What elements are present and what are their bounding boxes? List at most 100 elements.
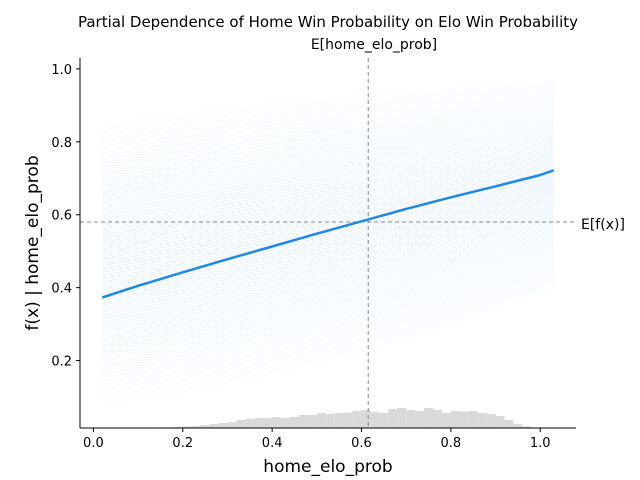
ice-line bbox=[102, 97, 554, 149]
ice-line bbox=[102, 258, 554, 367]
ice-line bbox=[102, 156, 554, 229]
ice-line bbox=[102, 208, 554, 299]
ice-line bbox=[102, 83, 554, 130]
histogram-bar bbox=[513, 424, 523, 428]
ice-line bbox=[102, 220, 554, 315]
ice-line bbox=[102, 222, 554, 318]
ice-line bbox=[102, 211, 554, 304]
histogram-bar bbox=[450, 411, 460, 428]
y-tick-label: 0.4 bbox=[51, 282, 72, 297]
ice-line bbox=[102, 243, 554, 346]
ice-line bbox=[102, 274, 554, 388]
ice-line bbox=[102, 281, 554, 397]
ice-line bbox=[102, 101, 554, 154]
y-tick-label: 0.2 bbox=[51, 355, 72, 370]
histogram-bar bbox=[272, 417, 282, 428]
histogram-bar bbox=[406, 410, 416, 428]
x-tick-label: 0.2 bbox=[172, 436, 193, 451]
histogram-bar bbox=[361, 410, 371, 428]
ice-line bbox=[102, 191, 554, 275]
histogram-bar bbox=[245, 419, 255, 428]
ice-line bbox=[102, 182, 554, 264]
ice-line bbox=[102, 159, 554, 233]
ice-line bbox=[102, 180, 554, 261]
ice-line bbox=[102, 251, 554, 357]
ice-line bbox=[102, 270, 554, 383]
ice-line bbox=[102, 118, 554, 177]
ice-line bbox=[102, 253, 554, 360]
ice-line bbox=[102, 109, 554, 165]
ice-line bbox=[102, 230, 554, 329]
ice-line bbox=[102, 236, 554, 336]
ice-line bbox=[102, 286, 554, 404]
ice-line bbox=[102, 161, 554, 236]
ice-line bbox=[102, 88, 554, 137]
histogram-bar bbox=[200, 425, 210, 428]
ice-line bbox=[102, 133, 554, 198]
ice-line bbox=[102, 265, 554, 376]
histogram-bar bbox=[182, 426, 192, 428]
ice-line bbox=[102, 142, 554, 210]
ice-line bbox=[102, 262, 554, 371]
histogram-bar bbox=[495, 416, 505, 428]
ice-line bbox=[102, 153, 554, 224]
histogram-bar bbox=[263, 418, 273, 428]
ice-line bbox=[102, 256, 554, 364]
histogram-bar bbox=[236, 420, 246, 428]
ice-line bbox=[102, 99, 554, 151]
ice-line bbox=[102, 151, 554, 222]
histogram-bar bbox=[477, 413, 487, 428]
ice-line bbox=[102, 132, 554, 196]
ice-line bbox=[102, 229, 554, 327]
ice-line bbox=[102, 192, 554, 278]
histogram-bar bbox=[316, 413, 326, 428]
histogram-bar bbox=[298, 415, 308, 428]
plot-area: 0.0 0.2 0.4 0.6 0.8 1.0 0.2 0.4 0.6 0.8 1.0 bbox=[51, 58, 576, 451]
ice-line bbox=[102, 185, 554, 268]
histogram-bar bbox=[343, 412, 353, 428]
ice-line bbox=[102, 255, 554, 362]
histogram-bar bbox=[459, 411, 469, 428]
y-tick-label: 0.8 bbox=[51, 136, 72, 151]
histogram-bar bbox=[433, 410, 442, 428]
y-axis-label: f(x) | home_elo_prob bbox=[23, 155, 43, 330]
ice-line bbox=[102, 224, 554, 320]
ice-line bbox=[102, 166, 554, 243]
ice-line bbox=[102, 241, 554, 343]
histogram-bar bbox=[218, 423, 228, 428]
ice-line bbox=[102, 95, 554, 147]
ice-line bbox=[102, 85, 554, 133]
ice-line bbox=[102, 116, 554, 175]
ice-line bbox=[102, 146, 554, 215]
histogram-bar bbox=[352, 411, 362, 428]
x-tick-label: 0.0 bbox=[83, 436, 104, 451]
ice-line bbox=[102, 139, 554, 205]
ice-line bbox=[102, 149, 554, 219]
ice-line bbox=[102, 106, 554, 161]
y-tick-label: 1.0 bbox=[51, 63, 72, 78]
ice-line bbox=[102, 135, 554, 201]
histogram-bar bbox=[370, 412, 380, 428]
ice-line bbox=[102, 130, 554, 194]
ice-line bbox=[102, 94, 554, 144]
histogram-bar bbox=[290, 417, 299, 428]
ice-line bbox=[102, 111, 554, 168]
x-tick-label: 0.4 bbox=[262, 436, 283, 451]
ice-line bbox=[102, 215, 554, 308]
ice-line bbox=[102, 107, 554, 163]
histogram-bar bbox=[486, 414, 496, 428]
chart-title: Partial Dependence of Home Win Probabili… bbox=[78, 13, 578, 31]
ice-line bbox=[102, 199, 554, 287]
ice-line bbox=[102, 158, 554, 231]
x-axis-label: home_elo_prob bbox=[263, 457, 392, 477]
histogram-bar bbox=[504, 420, 514, 428]
ice-line bbox=[102, 189, 554, 273]
ice-line bbox=[102, 232, 554, 332]
ice-line bbox=[102, 165, 554, 240]
ice-line bbox=[102, 267, 554, 378]
histogram-bar bbox=[227, 422, 237, 428]
x-tick-label: 0.6 bbox=[351, 436, 372, 451]
ice-line bbox=[102, 123, 554, 184]
ice-line bbox=[102, 213, 554, 306]
